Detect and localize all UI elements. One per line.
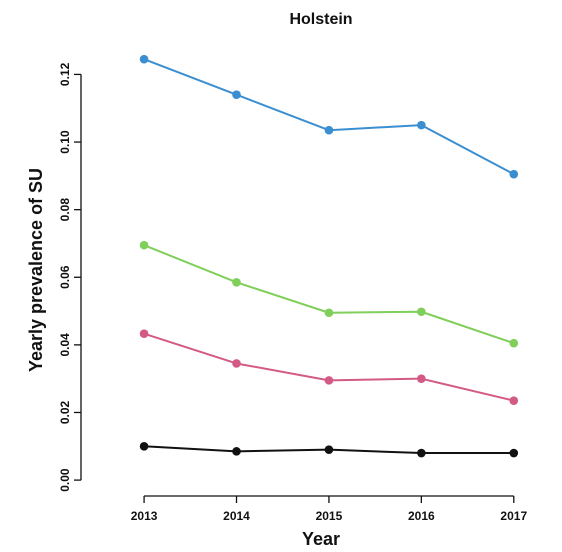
x-tick-label: 2017 (500, 509, 527, 523)
y-tick-label: 0.02 (58, 400, 72, 424)
data-point (324, 376, 334, 385)
data-point (139, 54, 149, 64)
data-point (232, 278, 241, 287)
data-point (417, 120, 426, 130)
series-line (143, 244, 515, 345)
data-point (324, 445, 334, 454)
data-point (232, 90, 241, 100)
data-point (324, 125, 334, 135)
y-tick-label: 0.08 (58, 198, 72, 222)
y-axis-label: Yearly prevalence of SU (26, 168, 46, 372)
y-axis: 0.00 0.02 0.04 0.06 0.08 0.10 0.12 (58, 62, 82, 492)
data-point (139, 329, 149, 339)
y-tick-label: 0.06 (58, 265, 72, 289)
series-group (139, 54, 519, 458)
data-point (139, 240, 149, 250)
x-tick-label: 2015 (316, 509, 343, 523)
data-point (417, 307, 426, 317)
x-tick-label: 2016 (408, 509, 435, 523)
data-point (417, 374, 426, 383)
y-tick-label: 0.12 (58, 62, 72, 86)
x-axis-label: Year (302, 529, 340, 549)
x-tick-label: 2014 (223, 509, 250, 523)
y-tick-label: 0.00 (58, 468, 72, 492)
x-axis: 2013 2014 2015 2016 2017 (131, 495, 527, 523)
data-point (139, 441, 149, 451)
data-point (232, 447, 241, 456)
data-point (232, 359, 241, 368)
data-point (509, 169, 519, 179)
series-line (143, 332, 515, 402)
data-point (509, 448, 519, 458)
data-point (417, 448, 426, 458)
y-tick-label: 0.04 (58, 333, 72, 357)
series-2 (139, 240, 519, 348)
series-3 (139, 329, 519, 405)
data-point (509, 396, 519, 405)
y-tick-label: 0.10 (58, 130, 72, 154)
series-4 (139, 441, 519, 458)
chart-title: Holstein (289, 11, 352, 28)
data-point (324, 308, 334, 318)
x-tick-label: 2013 (131, 509, 158, 523)
series-line (143, 58, 515, 176)
series-1 (139, 54, 519, 179)
data-point (509, 338, 519, 348)
